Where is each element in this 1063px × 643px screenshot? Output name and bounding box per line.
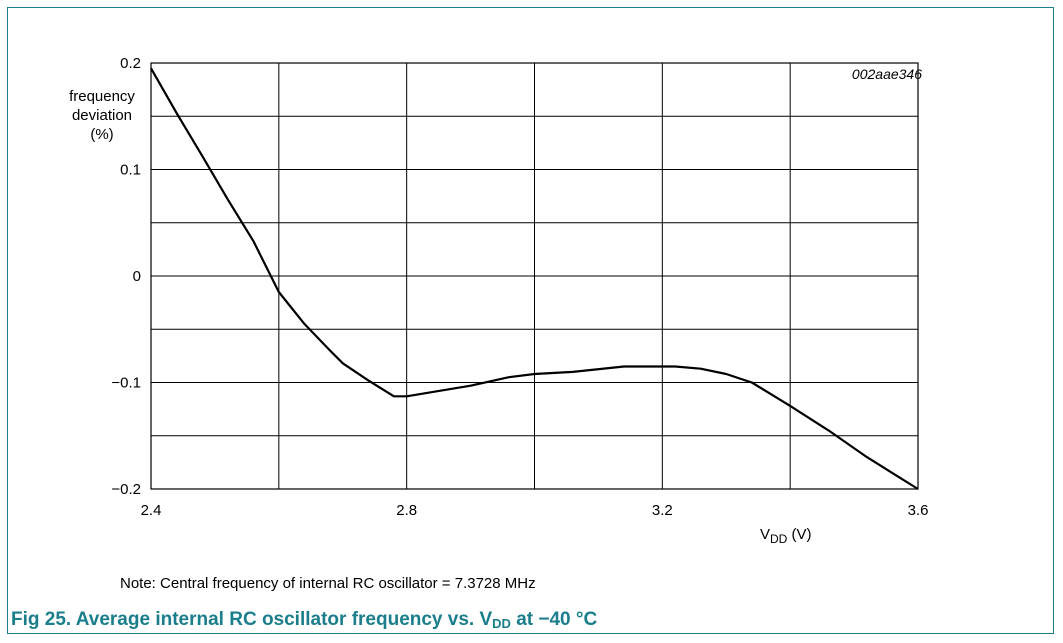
figure-caption: Fig 25. Average internal RC oscillator f… bbox=[11, 609, 597, 631]
caption-sub: DD bbox=[492, 616, 511, 631]
series-line bbox=[150, 67, 919, 490]
figure-code: 002aae346 bbox=[852, 66, 922, 82]
grid bbox=[150, 62, 919, 490]
x-axis-label: VDD (V) bbox=[760, 526, 812, 546]
x-axis-label-sub: DD bbox=[770, 532, 788, 546]
y-tick-label: −0.1 bbox=[111, 375, 141, 392]
x-tick-label: 2.4 bbox=[141, 502, 162, 519]
caption-prefix: Fig 25. Average internal RC oscillator f… bbox=[11, 609, 493, 630]
x-axis-label-unit: (V) bbox=[787, 526, 811, 543]
y-tick-label: 0.2 bbox=[120, 55, 141, 72]
caption-suffix: at −40 °C bbox=[510, 609, 598, 630]
figure-frame bbox=[7, 7, 1054, 634]
y-tick-label: 0.1 bbox=[120, 162, 141, 179]
x-axis-label-main: V bbox=[760, 526, 770, 543]
y-axis-label-line1: frequency bbox=[69, 88, 135, 105]
y-axis-label-line3: (%) bbox=[90, 126, 113, 143]
y-tick-label: 0 bbox=[133, 268, 141, 285]
x-tick-label: 2.8 bbox=[396, 502, 417, 519]
x-tick-label: 3.2 bbox=[652, 502, 673, 519]
y-tick-labels: −0.2 −0.1 0 0.1 0.2 bbox=[111, 55, 141, 498]
y-axis-label-line2: deviation bbox=[72, 107, 132, 124]
y-tick-label: −0.2 bbox=[111, 481, 141, 498]
x-tick-label: 3.6 bbox=[908, 502, 929, 519]
y-axis-label: frequency deviation (%) bbox=[69, 88, 135, 143]
x-tick-labels: 2.4 2.8 3.2 3.6 bbox=[141, 502, 929, 519]
note-text: Note: Central frequency of internal RC o… bbox=[120, 575, 536, 592]
